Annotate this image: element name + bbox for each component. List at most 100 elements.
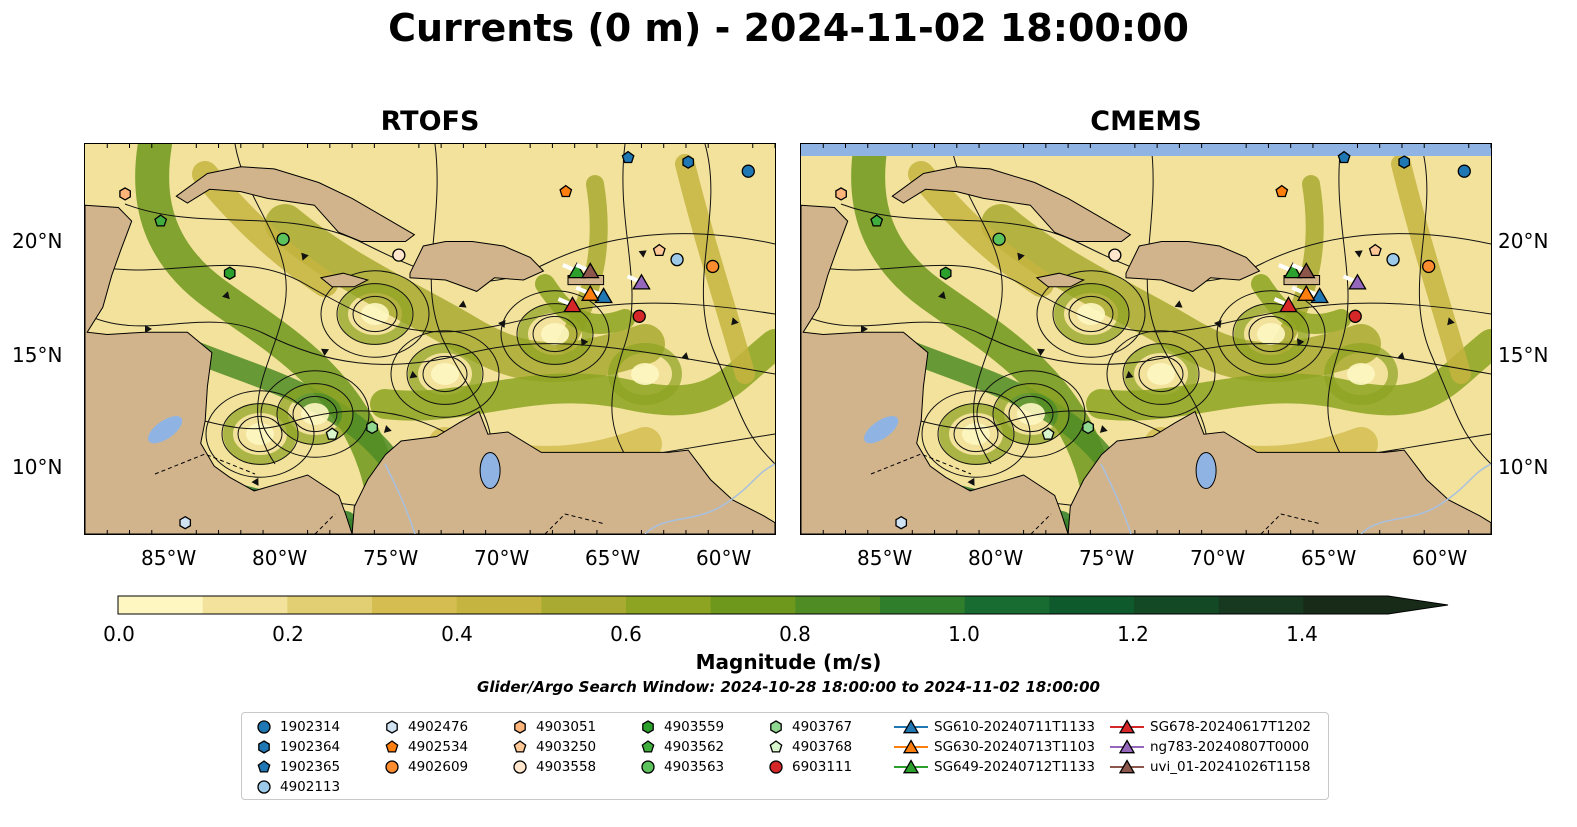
float-marker-1902365 [1337,150,1351,164]
streamline [1418,144,1491,465]
eddy-ring [1324,343,1398,405]
legend-label: 4902113 [280,779,341,795]
float-marker-4903562 [870,214,884,227]
float-marker-1902364 [1398,155,1411,169]
legend-marker-pentagon-icon [257,760,271,773]
eddy-streamline [336,283,414,345]
float-marker-4903558 [1108,248,1122,262]
eddy-streamline [1248,315,1294,353]
legend-marker-hexagon-icon [514,720,526,734]
legend-label: SG649-20240712T1133 [934,759,1095,775]
flow-arrow [1397,352,1405,360]
eddy-streamline [1232,303,1310,365]
river-magdalena [384,463,416,534]
legend-label: 1902364 [280,739,341,755]
colorbar-bin [1218,596,1304,614]
jamaica-land [1035,272,1086,288]
eddies [223,283,682,465]
eddy-core [541,323,569,345]
flow-arrow [145,325,152,333]
legend-marker-pentagon-icon [385,740,399,753]
float-marker-6903111 [632,309,646,323]
flow-arrow [498,320,506,328]
legend-marker-pentagon-icon [513,740,527,753]
flow-arrow [409,370,418,379]
flow-arrow [1125,370,1134,379]
float-marker-4903558 [392,248,406,262]
legend-label: 4903558 [536,759,597,775]
yucatan-central-america-land [85,204,353,534]
float-marker-4903051 [835,187,847,201]
flow-arrow [731,317,739,326]
gliders [557,262,651,313]
streamline [702,144,775,465]
flow-arrow [580,338,589,347]
legend-marker-circle-icon [641,760,655,774]
colorbar-bin [1303,596,1389,614]
colorbar-bin [795,596,881,614]
legend-symbol [1118,739,1136,754]
figure-title: Currents (0 m) - 2024-11-02 18:00:00 [388,6,1189,50]
legend-marker-hexagon-icon [386,720,398,734]
flow-arrow [458,300,467,308]
colorbar-bin [1134,596,1220,614]
glider-marker-SG610-20240711T1133 [1310,287,1329,304]
flow-arrow [1017,252,1025,261]
colorbar-tick: 1.0 [948,622,980,646]
legend-label: 1902314 [280,719,341,735]
colorbar-tick: 1.4 [1286,622,1318,646]
float-marker-6903111 [1348,309,1362,323]
legend-item-4903559: 4903559 [638,717,724,737]
country-borders [154,453,606,534]
lon-tick-70w-right: 70°W [1190,546,1246,570]
lon-tick-60w-right: 60°W [1412,546,1468,570]
flow-arrow [301,252,309,261]
eddy-core [962,423,990,445]
lon-tick-80w-right: 80°W [968,546,1024,570]
float-marker-4903250 [1368,243,1382,257]
eddy-core [361,303,389,325]
eddy-streamline [937,403,1015,465]
legend-symbol [902,739,920,754]
float-marker-4902534 [559,184,573,198]
glider-marker-SG630-20240713T1103 [580,284,600,301]
legend-label: 4903563 [664,759,725,775]
legend-label: 4903250 [536,739,597,755]
glider-marker-ng783-20240807T0000 [632,273,651,290]
colorbar-tick: 0.6 [610,622,642,646]
legend-label: 4903767 [792,719,853,735]
colorbar-label: Magnitude (m/s) [695,650,882,674]
eddy-streamline [1008,395,1054,433]
frame-ticks [106,144,775,534]
legend-symbol [513,760,527,774]
south-america-land [1067,410,1491,534]
legend-marker-triangle-icon [1110,759,1144,774]
flow-arrow [1296,338,1305,347]
eddy-ring [608,343,682,405]
legend-symbol [641,760,655,774]
legend-symbol [257,760,271,773]
legend-label: 4902476 [408,719,469,735]
streamline [85,313,775,375]
eddies [939,283,1398,465]
flow-arrow [1214,320,1222,328]
cuba-land [175,166,416,242]
flow-arrow [1099,425,1108,433]
eddy-streamline [276,383,354,445]
eddy-ring [518,303,592,365]
lon-tick-75w-right: 75°W [1079,546,1135,570]
lat-tick-20n-left: 20°N [12,229,63,253]
legend-marker-triangle-icon [1110,739,1144,754]
eddy-core [246,423,274,445]
colorbar-bin [626,596,712,614]
legend-marker-circle-icon [257,780,271,794]
map-panel-rtofs [84,143,776,535]
legend-item-SG610-20240711T1133: SG610-20240711T1133 [894,717,1095,737]
colorbar-tick: 0.2 [272,622,304,646]
eddy-streamline [205,390,315,478]
eddy-streamline [1216,290,1326,378]
flow-arrow [967,477,975,486]
legend-item-1902314: 1902314 [254,717,340,737]
legend-label: 4903562 [664,739,725,755]
legend-symbol [514,720,526,734]
